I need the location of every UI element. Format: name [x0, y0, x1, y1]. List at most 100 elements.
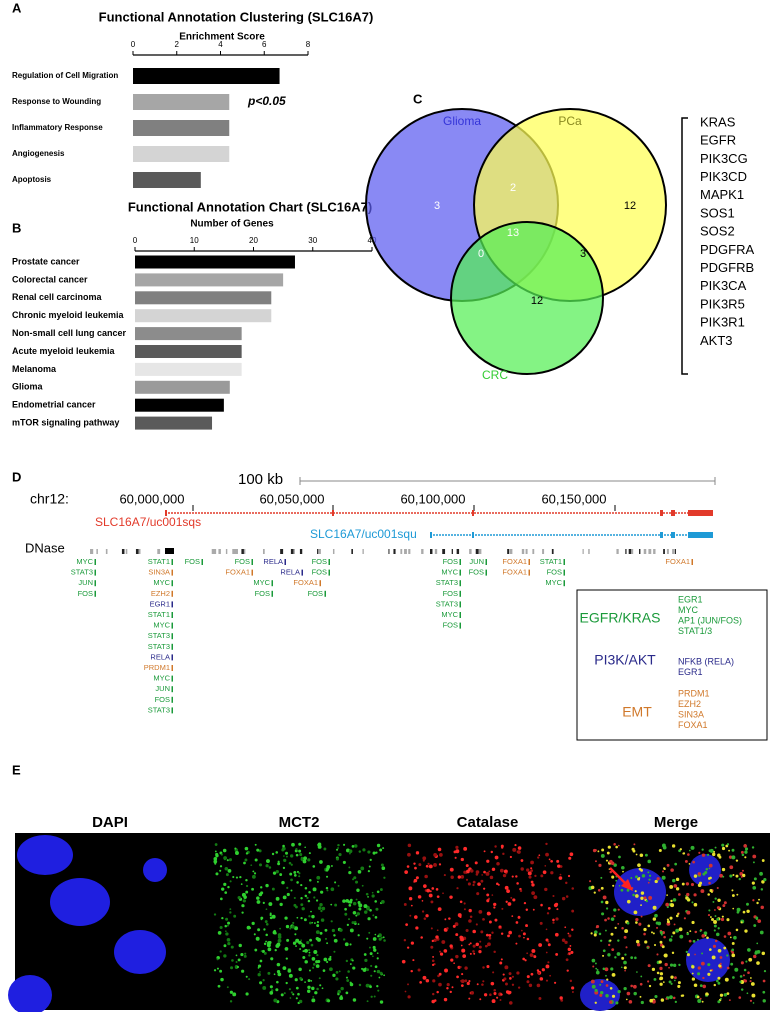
puncta [405, 923, 409, 927]
puncta [244, 952, 247, 955]
puncta [244, 858, 248, 862]
puncta [488, 870, 491, 873]
puncta [704, 870, 708, 874]
puncta [375, 851, 378, 854]
puncta [491, 867, 496, 871]
tf-site [94, 569, 96, 576]
puncta [265, 883, 269, 888]
puncta [564, 926, 567, 929]
puncta [746, 902, 749, 906]
puncta [382, 847, 385, 850]
puncta [552, 921, 555, 924]
dnase-peak [451, 549, 453, 554]
tf-site [563, 569, 565, 576]
puncta [515, 942, 518, 945]
puncta [594, 930, 598, 934]
puncta [466, 981, 470, 986]
dnase-peak [233, 549, 237, 554]
dnase-peak [400, 549, 403, 554]
puncta [717, 927, 720, 930]
puncta [327, 999, 331, 1003]
puncta [349, 963, 352, 965]
dnase-peak [672, 549, 675, 554]
tf-site [301, 569, 303, 576]
puncta [614, 926, 617, 930]
puncta [310, 979, 313, 982]
puncta [678, 927, 683, 932]
puncta [613, 908, 617, 912]
puncta [277, 860, 280, 863]
puncta [290, 863, 293, 866]
tf-label: STAT1 [148, 557, 170, 566]
puncta [726, 843, 730, 846]
puncta [666, 920, 670, 924]
puncta [727, 931, 732, 936]
puncta [376, 952, 379, 954]
exon [688, 510, 713, 516]
dnase-peak [639, 549, 641, 554]
puncta [527, 871, 532, 876]
puncta [227, 921, 231, 925]
puncta [533, 955, 537, 959]
x-tick-label: 0 [131, 40, 136, 49]
puncta [690, 845, 695, 850]
puncta [472, 944, 476, 948]
puncta [590, 979, 595, 984]
puncta [425, 864, 429, 868]
puncta [488, 920, 492, 924]
puncta [235, 876, 239, 879]
puncta [623, 935, 627, 939]
bar [133, 120, 230, 136]
puncta [670, 935, 673, 938]
puncta [340, 995, 343, 998]
puncta [290, 878, 293, 882]
puncta [216, 958, 219, 961]
puncta [300, 916, 303, 920]
puncta [712, 944, 717, 948]
puncta [437, 974, 440, 978]
puncta [665, 902, 670, 907]
puncta [740, 850, 744, 854]
puncta [594, 1001, 597, 1004]
puncta [635, 939, 640, 944]
puncta [740, 988, 744, 991]
puncta [346, 979, 350, 982]
puncta [669, 916, 673, 920]
puncta [408, 886, 413, 891]
puncta [326, 942, 329, 945]
puncta [483, 850, 486, 853]
puncta [697, 966, 701, 970]
puncta [248, 978, 251, 981]
puncta [496, 996, 499, 999]
puncta [223, 882, 227, 886]
puncta [634, 875, 638, 879]
puncta [336, 848, 339, 851]
puncta [241, 969, 245, 973]
puncta [713, 929, 716, 932]
puncta [293, 870, 297, 874]
puncta [516, 882, 519, 885]
tf-label: FOXA1 [293, 578, 318, 587]
puncta [333, 934, 336, 937]
puncta [625, 998, 628, 1001]
puncta [614, 956, 617, 959]
puncta [361, 884, 364, 887]
puncta [719, 956, 723, 959]
puncta [731, 889, 734, 892]
puncta [365, 892, 369, 896]
puncta [601, 848, 605, 852]
bar [135, 309, 272, 323]
puncta [276, 942, 281, 947]
puncta [688, 862, 691, 865]
puncta [351, 921, 355, 925]
puncta [554, 902, 559, 907]
puncta [245, 878, 248, 882]
dnase-peak [280, 549, 284, 554]
puncta [223, 944, 227, 948]
puncta [672, 963, 677, 968]
puncta [290, 889, 293, 892]
puncta [315, 936, 320, 941]
puncta [428, 893, 433, 898]
puncta [271, 914, 276, 919]
gene-name: PIK3R5 [700, 296, 745, 311]
